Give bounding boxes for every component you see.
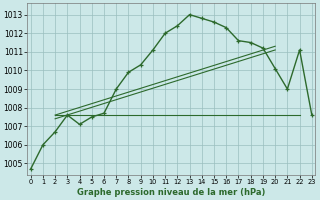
- X-axis label: Graphe pression niveau de la mer (hPa): Graphe pression niveau de la mer (hPa): [77, 188, 266, 197]
